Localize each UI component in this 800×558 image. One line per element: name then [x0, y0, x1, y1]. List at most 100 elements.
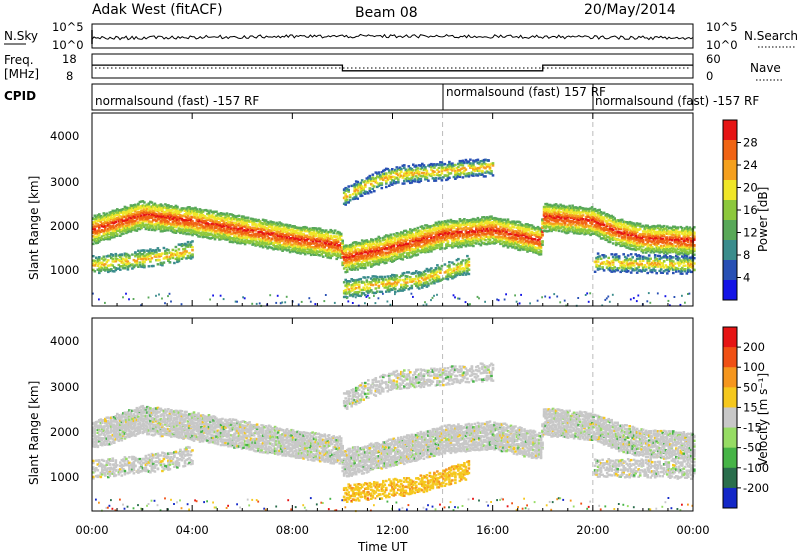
nave-label: Nave — [750, 61, 781, 75]
noise-cell — [277, 295, 279, 297]
echo-cell — [370, 281, 373, 283]
noise-cell — [387, 301, 389, 303]
echo-cell — [191, 220, 194, 222]
echo-cell — [391, 285, 394, 287]
echo-cell — [364, 184, 367, 186]
echo-cell — [166, 252, 169, 254]
noise-cell — [544, 296, 546, 298]
echo-cell — [448, 264, 451, 266]
noise-cell — [537, 300, 539, 302]
echo-cell — [540, 253, 543, 255]
echo-cell — [184, 248, 187, 250]
echo-cell — [347, 189, 350, 191]
echo-cell — [414, 178, 417, 180]
echo-cell — [370, 289, 373, 291]
echo-cell — [185, 250, 188, 252]
noise-cell — [98, 298, 100, 300]
noise-cell — [323, 300, 325, 302]
echo-cell — [116, 233, 119, 235]
echo-cell — [447, 278, 450, 280]
echo-cell — [112, 254, 115, 256]
noise-cell — [394, 293, 396, 295]
echo-cell — [372, 174, 375, 176]
freq-tick-lo: 8 — [66, 69, 73, 83]
echo-cell — [163, 247, 166, 249]
echo-cell — [115, 253, 118, 255]
echo-cell — [349, 280, 352, 282]
echo-cell — [504, 235, 507, 237]
noise-cell — [104, 302, 106, 304]
echo-cell — [143, 249, 146, 251]
echo-cell — [344, 289, 347, 291]
echo-cell — [350, 248, 353, 250]
echo-cell — [341, 240, 344, 242]
echo-cell — [98, 234, 101, 236]
noise-cell — [334, 302, 336, 304]
echo-cell — [442, 278, 445, 280]
echo-cell — [454, 164, 457, 166]
echo-cell — [372, 253, 375, 255]
echo-cell — [94, 270, 97, 272]
echo-cell — [304, 253, 307, 255]
echo-cell — [322, 256, 325, 258]
echo-cell — [396, 254, 399, 256]
echo-cell — [356, 189, 359, 191]
echo-cell — [104, 263, 107, 265]
echo-cell — [435, 179, 438, 181]
echo-cell — [151, 257, 154, 259]
echo-cell — [394, 291, 397, 293]
echo-cell — [379, 237, 382, 239]
echo-cell — [477, 159, 480, 161]
echo-cell — [140, 227, 143, 229]
echo-cell — [381, 291, 384, 293]
echo-cell — [293, 245, 296, 247]
noise-cell — [281, 302, 283, 304]
echo-cell — [463, 161, 466, 163]
echo-cell — [414, 278, 417, 280]
noise-cell — [433, 295, 435, 297]
echo-cell — [356, 268, 359, 270]
noise-cell — [122, 296, 124, 298]
echo-cell — [478, 234, 481, 236]
echo-cell — [408, 174, 411, 176]
noise-cell — [498, 299, 500, 301]
echo-cell — [125, 258, 128, 260]
noise-cell — [459, 298, 461, 300]
echo-cell — [535, 249, 538, 251]
echo-cell — [433, 167, 436, 169]
echo-cell — [406, 275, 409, 277]
noise-cell — [158, 294, 160, 296]
noise-left-tick-lo: 10^0 — [52, 38, 84, 52]
echo-cell — [356, 198, 359, 200]
noise-cell — [242, 296, 244, 298]
noise-cell — [430, 299, 432, 301]
echo-cell — [484, 239, 487, 241]
echo-cell — [534, 238, 537, 240]
echo-cell — [346, 269, 349, 271]
noise-cell — [412, 296, 414, 298]
noise-cell — [223, 298, 225, 300]
noise-trace — [92, 30, 693, 44]
echo-cell — [158, 259, 161, 261]
echo-cell — [441, 172, 444, 174]
echo-cell — [457, 258, 460, 260]
echo-cell — [149, 255, 152, 257]
echo-cell — [417, 167, 420, 169]
echo-cell — [438, 171, 441, 173]
echo-cell — [457, 263, 460, 265]
echo-cell — [143, 265, 146, 267]
echo-cell — [475, 242, 478, 244]
noise-cell — [346, 297, 348, 299]
echo-cell — [143, 201, 146, 203]
echo-cell — [468, 172, 471, 174]
echo-cell — [487, 159, 490, 161]
echo-cell — [438, 167, 441, 169]
echo-cell — [394, 237, 397, 239]
echo-cell — [226, 212, 229, 214]
echo-cell — [361, 195, 364, 197]
echo-cell — [346, 195, 349, 197]
echo-cell — [163, 261, 166, 263]
echo-cell — [397, 178, 400, 180]
echo-cell — [388, 169, 391, 171]
